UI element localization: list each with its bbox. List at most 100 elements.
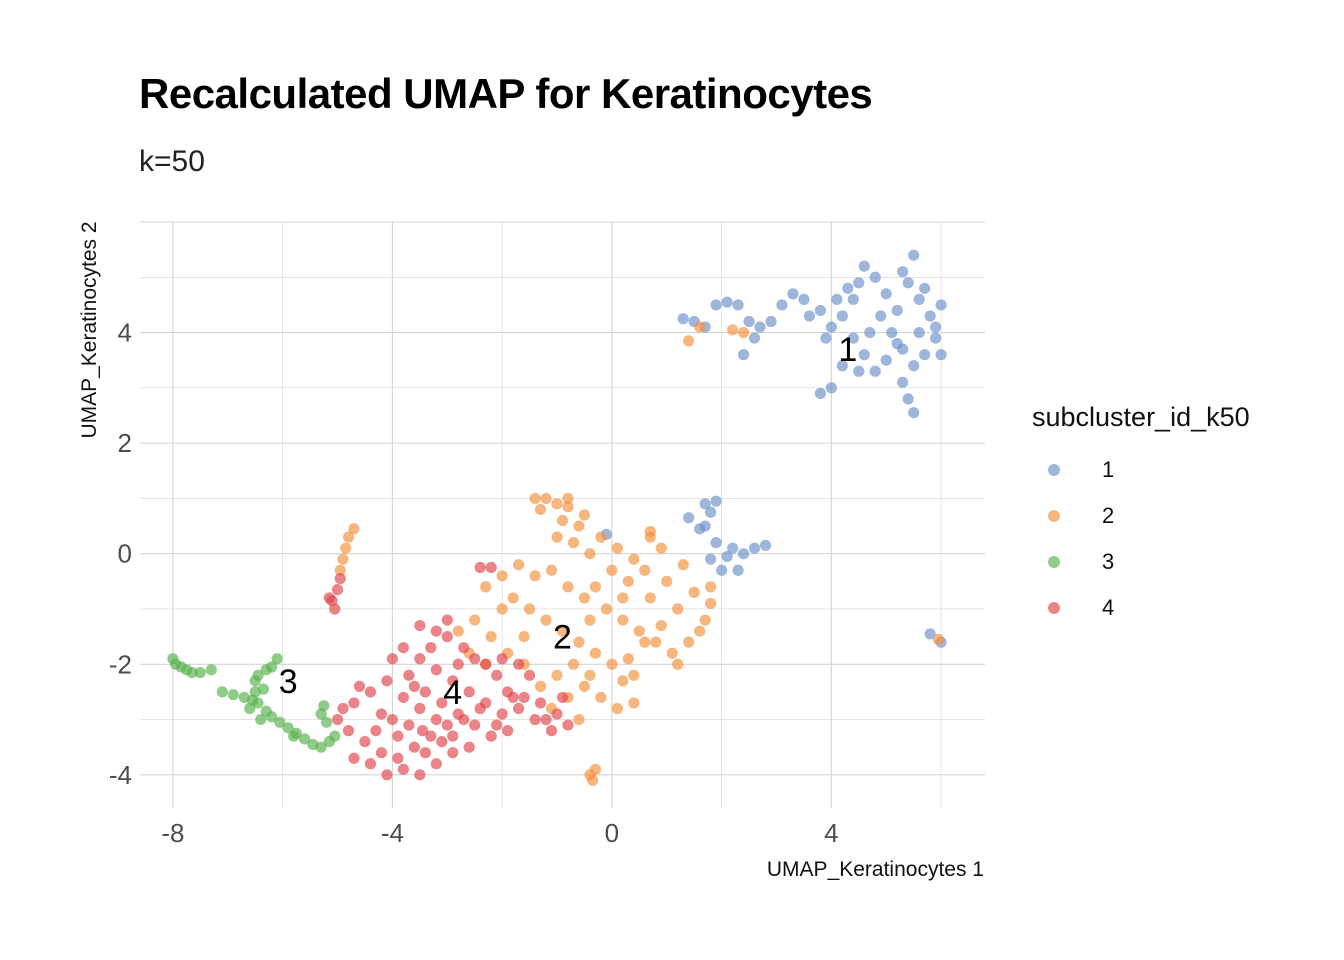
point-cluster-1 <box>935 349 947 361</box>
point-cluster-2 <box>595 691 607 704</box>
point-cluster-1 <box>886 326 898 339</box>
point-cluster-4 <box>447 747 459 759</box>
point-cluster-4 <box>441 719 453 731</box>
legend-label: 3 <box>1102 549 1115 574</box>
point-cluster-1 <box>919 282 931 294</box>
point-cluster-3 <box>282 722 294 734</box>
point-cluster-1 <box>694 523 706 535</box>
point-cluster-2 <box>650 636 662 648</box>
point-cluster-2 <box>469 614 481 626</box>
point-cluster-2 <box>534 680 547 692</box>
point-cluster-2 <box>545 564 558 576</box>
point-cluster-2 <box>342 531 355 543</box>
point-cluster-1 <box>875 310 887 322</box>
cluster-label-3: 3 <box>279 663 298 701</box>
point-cluster-1 <box>748 332 761 344</box>
point-cluster-4 <box>348 752 360 764</box>
point-cluster-1 <box>831 293 843 305</box>
point-cluster-3 <box>260 664 272 676</box>
point-cluster-2 <box>677 559 689 571</box>
point-cluster-2 <box>578 680 591 692</box>
point-cluster-1 <box>935 299 947 311</box>
point-cluster-2 <box>567 658 580 670</box>
point-cluster-2 <box>932 633 944 645</box>
point-cluster-4 <box>414 769 426 781</box>
point-cluster-1 <box>726 542 739 554</box>
cluster-labels: 1 2 3 4 <box>279 331 858 712</box>
point-cluster-1 <box>908 407 920 419</box>
point-cluster-4 <box>386 653 399 665</box>
point-cluster-4 <box>414 702 426 715</box>
point-cluster-2 <box>523 603 536 615</box>
point-cluster-2 <box>562 501 574 513</box>
point-cluster-1 <box>924 628 936 640</box>
point-cluster-4 <box>518 691 530 704</box>
point-cluster-3 <box>315 741 327 753</box>
point-cluster-2 <box>534 503 547 516</box>
point-cluster-1 <box>880 288 892 300</box>
legend: subcluster_id_k50 1 2 3 4 <box>1032 402 1250 631</box>
point-cluster-2 <box>452 625 464 637</box>
point-cluster-1 <box>880 354 892 366</box>
point-cluster-2 <box>562 581 574 593</box>
point-cluster-1 <box>902 277 914 289</box>
point-cluster-4 <box>551 708 563 720</box>
point-cluster-3 <box>288 730 300 742</box>
point-cluster-2 <box>617 675 629 687</box>
point-cluster-2 <box>694 625 706 637</box>
point-cluster-4 <box>430 758 442 770</box>
point-cluster-2 <box>578 592 591 604</box>
point-cluster-1 <box>705 506 717 518</box>
point-cluster-2 <box>556 514 569 527</box>
point-cluster-2 <box>529 492 541 505</box>
point-cluster-2 <box>551 531 563 543</box>
point-cluster-2 <box>540 492 552 505</box>
point-cluster-4 <box>452 658 464 670</box>
point-cluster-4 <box>441 614 453 626</box>
point-cluster-1 <box>721 550 733 563</box>
y-tick-label: 2 <box>118 428 132 458</box>
point-cluster-1 <box>853 365 865 377</box>
x-axis-ticks: -8 -4 0 4 <box>161 818 838 848</box>
point-cluster-4 <box>496 708 508 720</box>
point-cluster-2 <box>334 564 346 576</box>
point-cluster-4 <box>469 719 481 731</box>
legend-key-dot <box>1048 464 1060 476</box>
x-axis-title: UMAP_Keratinocytes 1 <box>767 858 984 881</box>
point-cluster-2 <box>496 603 508 615</box>
point-cluster-2 <box>337 553 349 565</box>
x-tick-label: -8 <box>161 818 184 848</box>
point-cluster-1 <box>710 299 722 311</box>
point-cluster-4 <box>408 741 420 753</box>
point-cluster-4 <box>392 752 404 764</box>
point-cluster-4 <box>441 631 453 643</box>
point-cluster-4 <box>403 719 415 731</box>
point-cluster-2 <box>496 570 508 582</box>
point-cluster-4 <box>397 691 409 704</box>
point-cluster-2 <box>589 581 602 593</box>
point-cluster-4 <box>469 653 481 665</box>
point-cluster-4 <box>502 725 514 737</box>
point-cluster-2 <box>726 324 739 336</box>
x-tick-label: 4 <box>824 818 838 848</box>
point-cluster-3 <box>271 653 283 665</box>
legend-title: subcluster_id_k50 <box>1032 402 1250 432</box>
point-cluster-1 <box>913 326 925 339</box>
point-cluster-1 <box>814 387 826 399</box>
point-cluster-1 <box>869 365 881 377</box>
point-cluster-4 <box>334 572 346 585</box>
point-cluster-4 <box>425 642 437 654</box>
point-cluster-2 <box>348 523 360 535</box>
point-cluster-4 <box>430 625 442 637</box>
point-cluster-4 <box>386 713 399 726</box>
point-cluster-4 <box>331 713 344 726</box>
point-cluster-2 <box>589 647 602 659</box>
point-cluster-1 <box>683 512 695 524</box>
point-cluster-2 <box>573 713 585 726</box>
point-cluster-2 <box>617 614 629 626</box>
point-cluster-2 <box>485 631 497 643</box>
point-cluster-1 <box>825 321 837 333</box>
point-cluster-4 <box>491 669 503 681</box>
point-cluster-1 <box>858 260 870 272</box>
